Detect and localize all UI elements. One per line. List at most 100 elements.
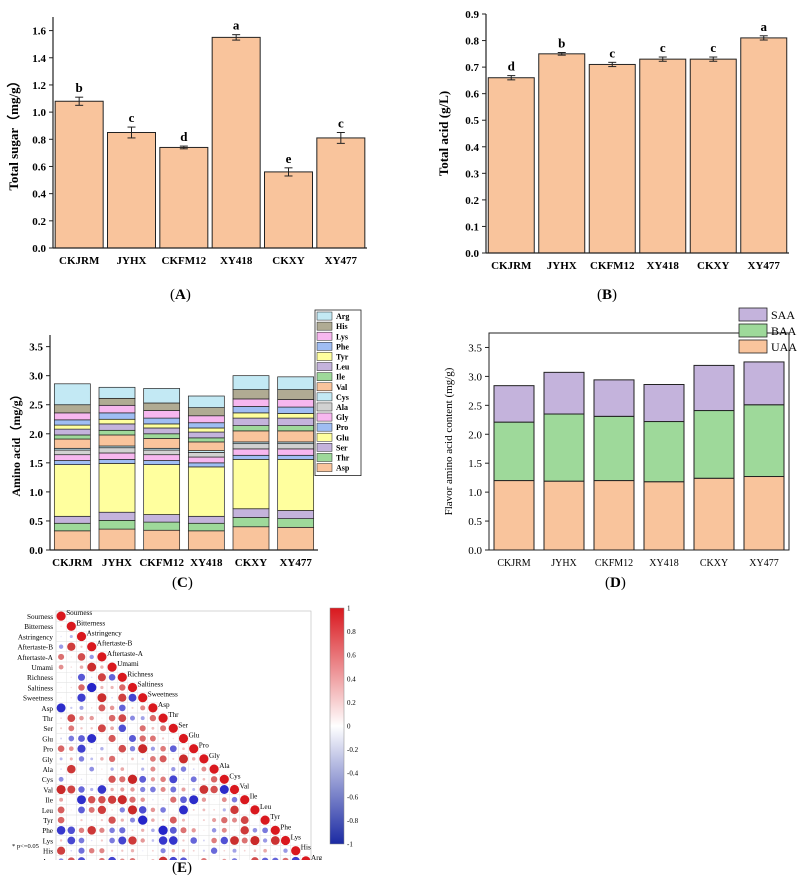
bar-segment-pro-ckjrm [53,460,91,465]
heatmap-dot [180,796,187,804]
chart-correlation-heatmap: Sourness Sourness Bitterness Bitterness Astr… [12,605,359,860]
heatmap-dot [60,686,62,689]
heatmap-row-label-astringency: Astringency [18,633,54,641]
heatmap-dot [78,735,85,742]
heatmap-dot [97,785,107,794]
heatmap-dot [60,625,62,628]
heatmap-dot [67,642,76,651]
x-tick-label-jyhx: JYHX [102,557,132,569]
heatmap-dot [150,756,156,762]
heatmap-dot [108,673,116,681]
x-tick-label-xy418: XY418 [647,260,680,272]
heatmap-dot [100,757,104,761]
heatmap-dot [130,715,135,721]
heatmap-dot [151,828,155,833]
heatmap-row-label-richness: Richness [27,674,53,682]
heatmap-dot [223,849,226,852]
heatmap-dot [119,684,126,691]
heatmap-dot [241,837,248,844]
colorbar-tick-label: -0.8 [347,817,359,825]
heatmap-dot [57,846,66,855]
bar-segment-baa-jyhx [543,413,585,482]
y-tick-label: 0.3 [465,168,479,180]
bar-segment-phe-jyhx [98,412,136,420]
heatmap-dot [151,726,155,730]
heatmap-dot [169,856,178,860]
heatmap-dot [161,818,165,822]
heatmap-dot [60,717,62,719]
legend-swatch-ser [316,443,333,452]
heatmap-row-label-lys: Lys [43,837,54,845]
heatmap-dot [274,849,277,852]
heatmap-dot [60,737,63,740]
bar-segment-tyr-xy477 [277,413,315,419]
heatmap-cell [178,855,189,860]
heatmap-dot [270,836,280,845]
heatmap-dot [98,795,106,804]
bar-segment-lys-ckxy [232,398,270,407]
heatmap-diagonal-dot [189,744,199,754]
bar-segment-ile-ckjrm [53,434,91,440]
heatmap-dot [78,847,85,854]
heatmap-dot [58,644,64,649]
heatmap-cell [86,855,97,860]
legend-swatch-his [316,321,333,331]
heatmap-dot [151,859,155,860]
heatmap-dot [160,776,166,783]
bar-segment-phe-ckxy [232,406,270,414]
legend-swatch-val [316,382,333,392]
heatmap-cell [300,855,312,860]
x-tick-label-ckxy: CKXY [700,558,728,569]
heatmap-dot [181,818,186,822]
heatmap-dot [97,673,106,682]
heatmap-dot [60,727,63,730]
y-tick-label: 3.0 [468,371,482,383]
heatmap-dot [70,849,73,852]
heatmap-row-label-saltiness: Saltiness [27,684,53,692]
bar-segment-ser-xy418 [187,515,225,524]
heatmap-dot [111,747,113,750]
heatmap-dot [149,714,157,722]
heatmap-dot [68,746,74,752]
heatmap-dot [100,685,104,690]
heatmap-dot [111,696,113,699]
bar-ckjrm [487,77,535,254]
heatmap-dot [272,857,279,860]
heatmap-cell [167,855,179,860]
y-tick-label: 1.2 [32,80,46,92]
heatmap-dot [67,836,76,845]
bar-segment-lys-ckjrm [53,412,91,421]
x-tick-label-ckjrm: CKJRM [497,558,530,569]
heatmap-dot [150,777,156,782]
bar-xy418 [639,58,687,254]
y-tick-label: 0.2 [32,216,46,228]
heatmap-diagonal-label-sweetness: Sweetness [148,691,178,699]
significance-letter-ckxy: c [710,40,716,55]
heatmap-dot [110,726,114,731]
heatmap-diagonal-label-tyr: Tyr [270,813,280,821]
heatmap-cell [280,855,291,860]
heatmap-dot [90,757,94,761]
heatmap-diagonal-dot [138,693,148,703]
heatmap-dot [130,849,135,853]
x-tick-label-jyhx: JYHX [547,260,577,272]
heatmap-diagonal-label-ser: Ser [178,721,188,729]
heatmap-dot [90,787,94,792]
heatmap-dot [128,734,137,743]
heatmap-dot [219,784,229,795]
bar-jyhx [538,53,586,254]
legend-swatch-tyr [316,352,333,361]
heatmap-dot [98,704,106,712]
significance-letter-ckfm12: c [609,45,615,60]
heatmap-dot [181,849,186,853]
heatmap-footnote: * p<=0.05 [12,843,39,850]
heatmap-dot [99,848,105,854]
heatmap-dot [170,796,177,803]
heatmap-dot [150,786,156,793]
heatmap-dot [121,849,124,852]
heatmap-diagonal-label-thr: Thr [168,711,179,719]
bar-segment-baa-xy418 [643,421,685,483]
heatmap-dot [162,798,164,801]
heatmap-dot [202,777,206,781]
heatmap-diagonal-label-astringency: Astringency [87,630,123,638]
